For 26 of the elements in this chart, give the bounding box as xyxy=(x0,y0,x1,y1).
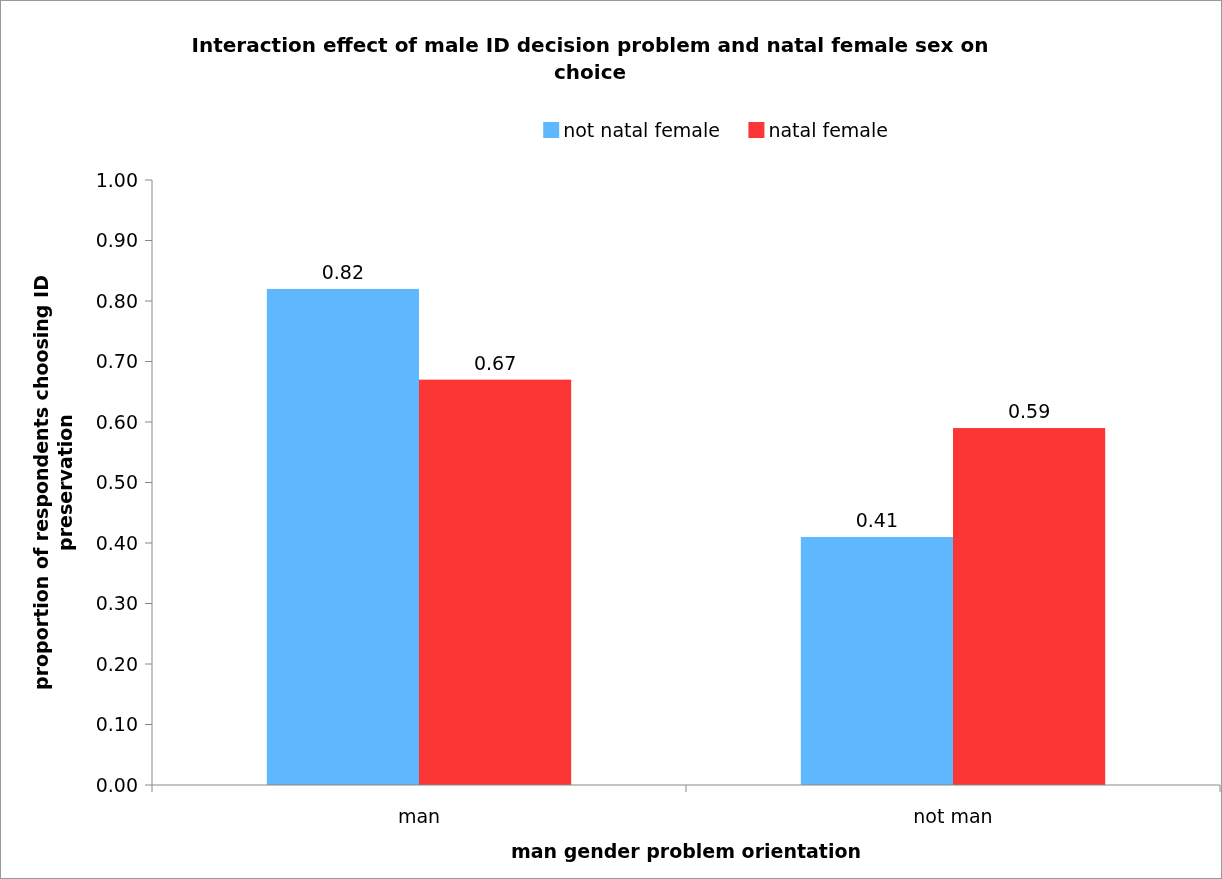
bar xyxy=(266,288,419,785)
legend-label: not natal female xyxy=(563,119,720,141)
y-axis-title: proportion of respondents choosing ID preservation xyxy=(30,275,76,690)
data-label: 0.41 xyxy=(855,508,899,531)
y-tick-label: 0.90 xyxy=(95,229,138,252)
data-label: 0.59 xyxy=(1007,400,1051,423)
x-axis-title: man gender problem orientation xyxy=(510,840,862,862)
data-label: 0.67 xyxy=(473,351,517,374)
bar xyxy=(953,428,1106,785)
chart-title: Interaction effect of male ID decision problem and natal female sex on choice xyxy=(191,33,989,84)
y-tick-label: 0.70 xyxy=(95,350,138,373)
bar xyxy=(419,379,572,785)
y-tick-label: 0.40 xyxy=(95,531,138,554)
y-tick-label: 0.30 xyxy=(95,592,138,615)
x-tick-label: not man xyxy=(913,805,993,827)
y-tick-label: 1.00 xyxy=(95,168,138,191)
bar xyxy=(800,536,953,785)
y-tick-label: 0.10 xyxy=(95,713,138,736)
legend-label: natal female xyxy=(768,119,889,141)
y-tick-label: 0.50 xyxy=(95,471,138,494)
data-label: 0.82 xyxy=(321,260,365,283)
y-tick-label: 0.80 xyxy=(95,289,138,312)
y-tick-label: 0.20 xyxy=(95,652,138,675)
y-tick-label: 0.00 xyxy=(95,773,138,796)
x-tick-label: man xyxy=(397,805,441,827)
y-tick-label: 0.60 xyxy=(95,410,138,433)
